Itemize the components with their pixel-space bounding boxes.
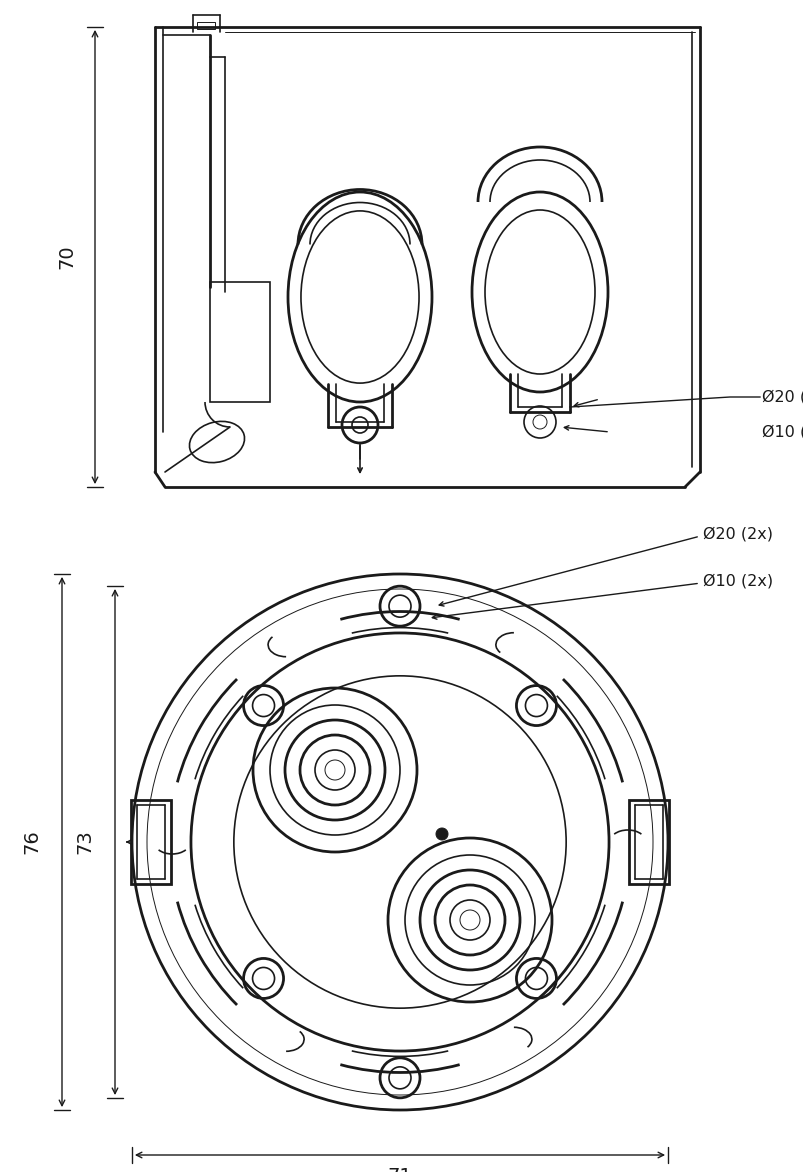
Text: Ø20 (2x): Ø20 (2x) bbox=[702, 526, 772, 541]
Text: Ø10 (4x): Ø10 (4x) bbox=[761, 424, 803, 440]
Text: 73: 73 bbox=[75, 830, 95, 854]
Text: 76: 76 bbox=[22, 830, 42, 854]
Text: 70: 70 bbox=[58, 245, 76, 270]
Text: Ø20 (4x): Ø20 (4x) bbox=[761, 389, 803, 404]
Circle shape bbox=[435, 827, 447, 840]
Text: Ø10 (2x): Ø10 (2x) bbox=[702, 573, 772, 588]
Text: 71: 71 bbox=[387, 1167, 412, 1172]
